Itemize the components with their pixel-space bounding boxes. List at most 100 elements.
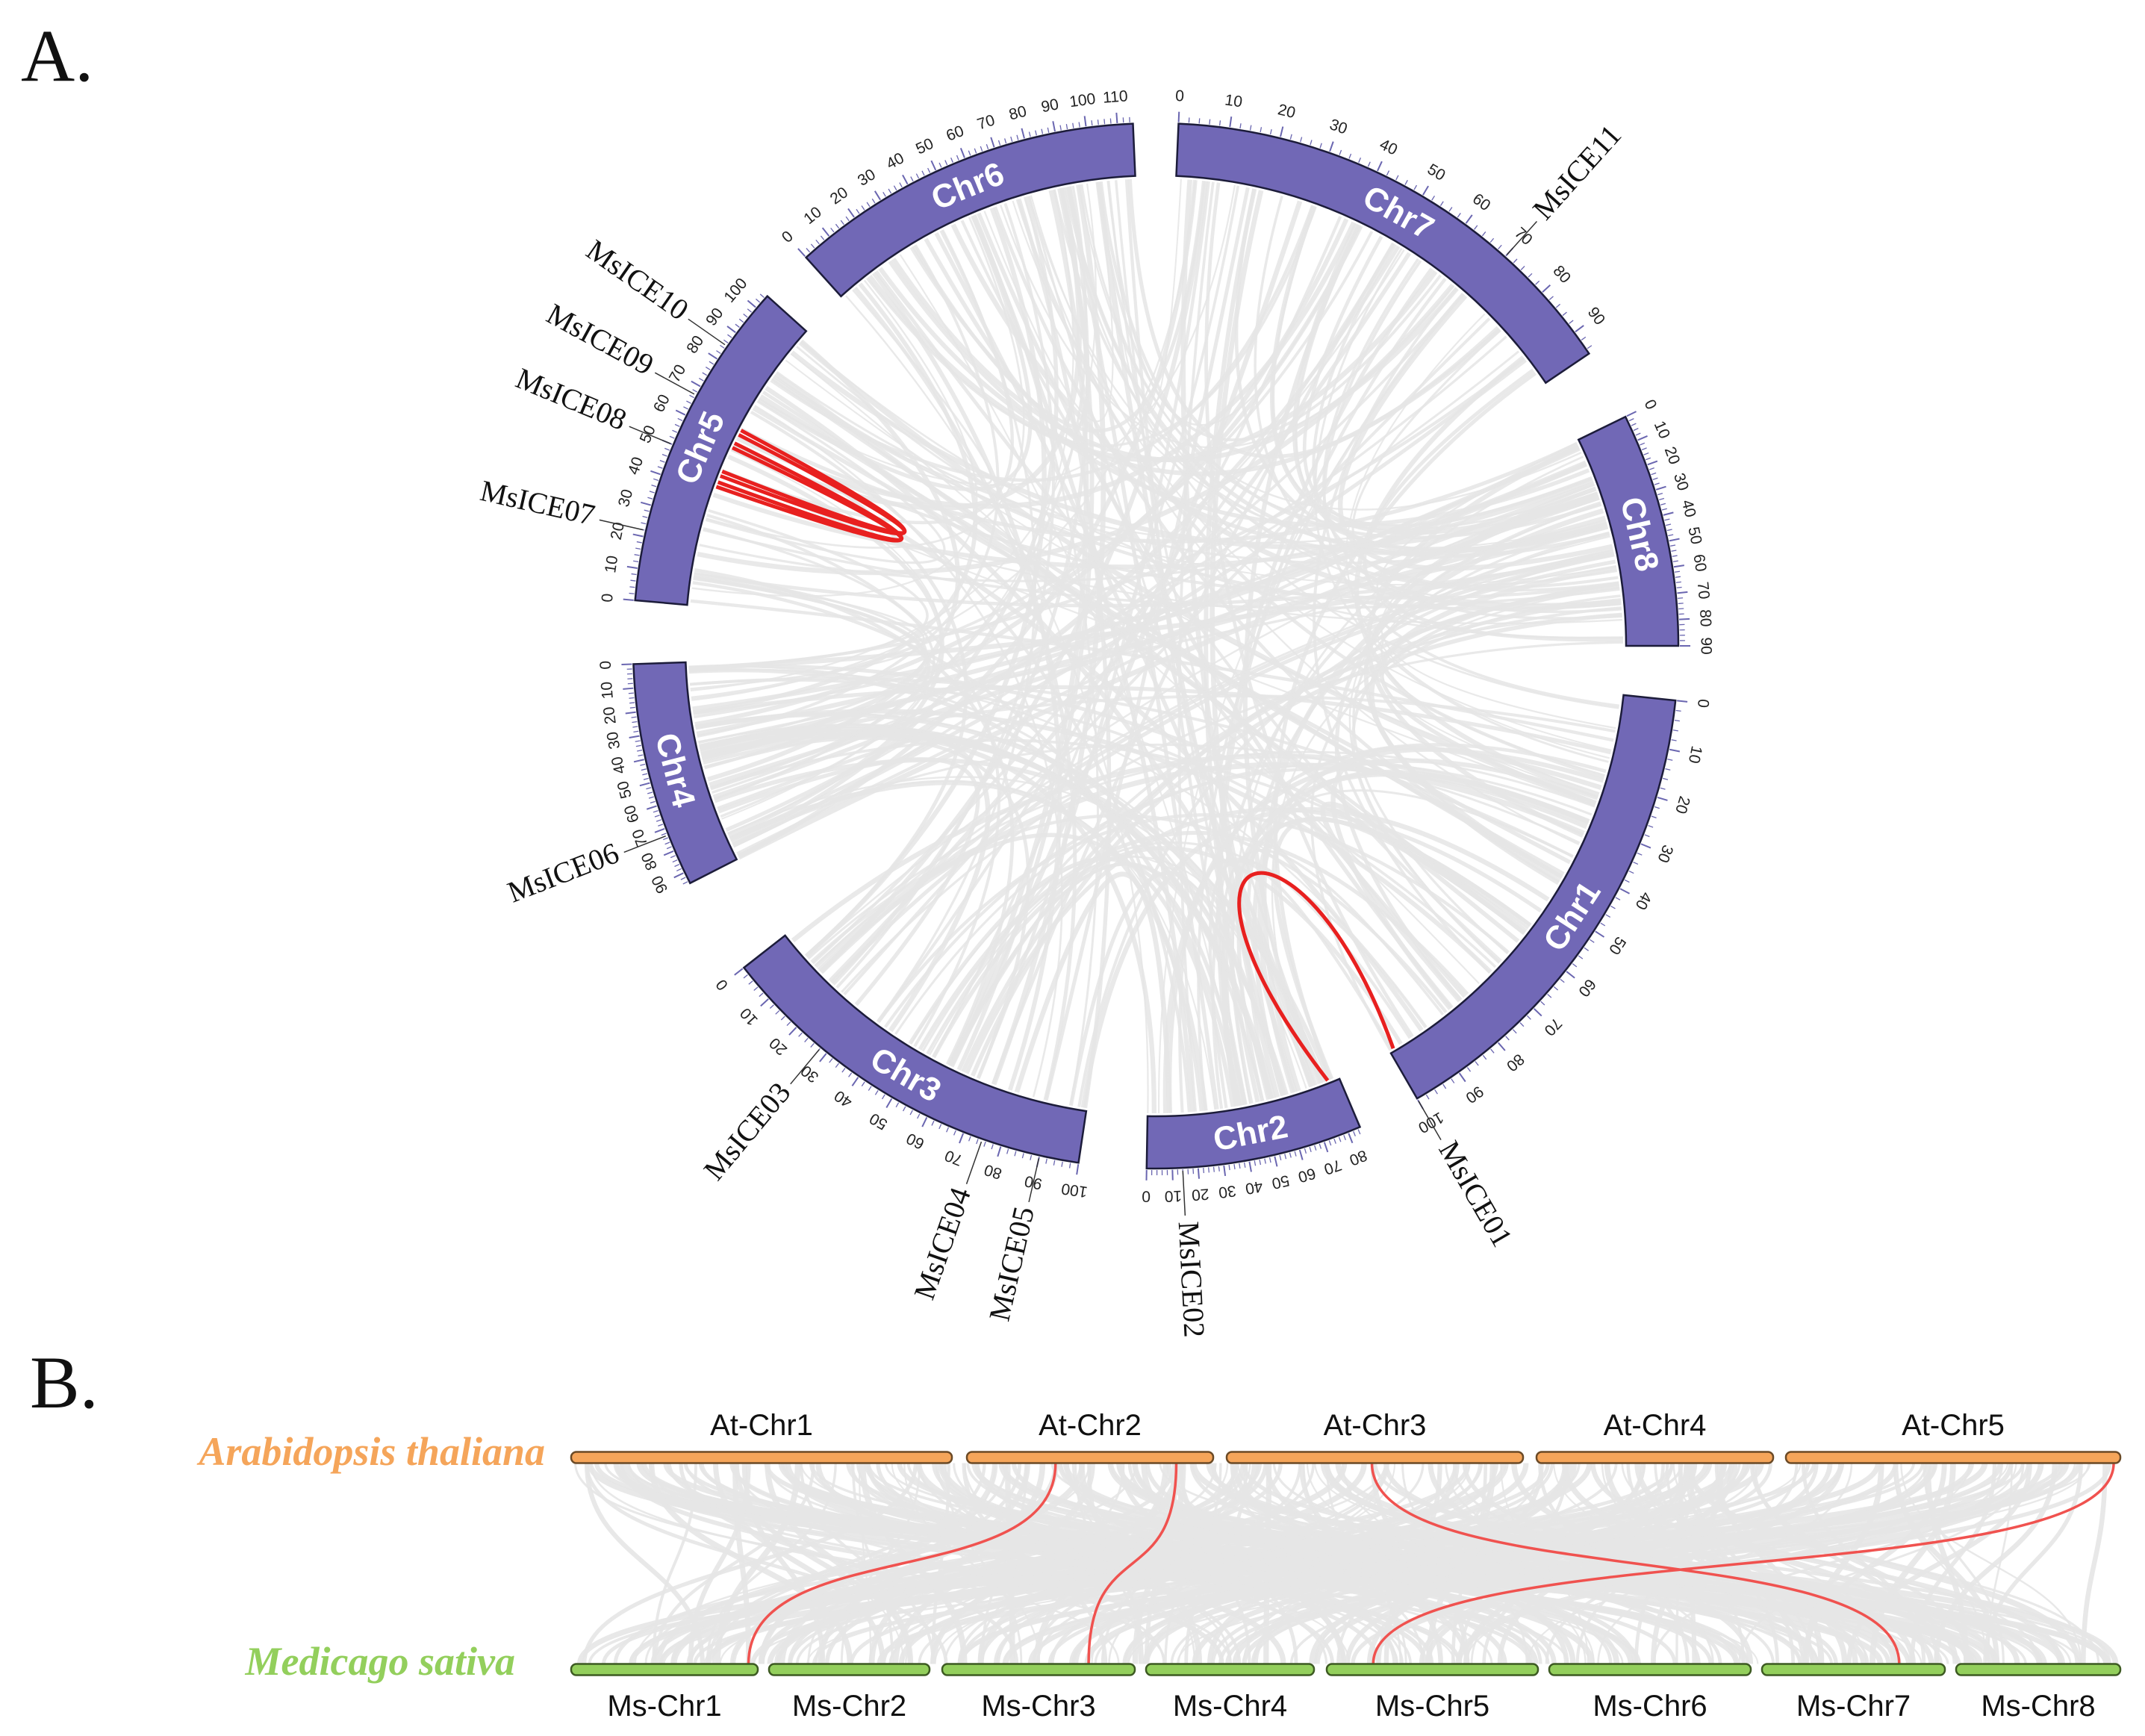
minor-tick <box>1254 1160 1257 1166</box>
minor-tick <box>636 541 642 544</box>
tick-label: 50 <box>1684 526 1705 546</box>
background-link <box>877 813 1510 1024</box>
major-tick <box>632 533 644 538</box>
minor-tick <box>658 824 664 827</box>
background-link <box>1345 313 1610 759</box>
minor-tick <box>956 155 959 161</box>
minor-tick <box>1310 140 1313 146</box>
background-link <box>735 221 1357 509</box>
background-link <box>1245 531 1610 1100</box>
minor-tick <box>631 573 637 576</box>
minor-tick <box>1006 1148 1009 1154</box>
minor-tick <box>861 1081 865 1087</box>
minor-tick <box>1218 120 1221 126</box>
minor-tick <box>1643 452 1649 455</box>
minor-tick <box>1665 768 1671 771</box>
major-tick <box>1637 435 1648 441</box>
major-tick <box>1076 1164 1080 1175</box>
minor-tick <box>641 522 647 525</box>
minor-tick <box>1078 122 1080 128</box>
major-tick <box>997 1146 1002 1157</box>
minor-tick <box>1109 118 1112 124</box>
tick-label: 20 <box>600 706 620 725</box>
minor-tick <box>1010 136 1013 143</box>
tick-label: 30 <box>1670 471 1692 493</box>
background-link <box>963 1463 1232 1664</box>
minor-tick <box>1367 161 1371 167</box>
minor-tick <box>841 1068 846 1073</box>
minor-tick <box>633 730 639 733</box>
minor-tick <box>1646 457 1651 461</box>
minor-tick <box>882 1094 885 1100</box>
background-links <box>688 178 1624 1114</box>
bottom-chromosome-bar <box>1145 1663 1316 1676</box>
minor-tick <box>1475 1061 1479 1066</box>
tick-label: 40 <box>1678 498 1699 519</box>
background-link <box>1107 181 1324 1083</box>
minor-tick <box>786 1021 791 1027</box>
minor-tick <box>1657 492 1663 496</box>
background-link <box>1601 1463 1808 1664</box>
species-bottom-label: Medicago sativa <box>245 1639 515 1684</box>
tick-label: 70 <box>1321 1156 1344 1177</box>
minor-tick <box>991 1144 994 1150</box>
bottom-chromosome-label: Ms-Chr7 <box>1796 1690 1911 1723</box>
minor-tick <box>720 344 725 349</box>
gene-label: MsICE02 <box>1172 1221 1212 1339</box>
top-chromosome-bar <box>570 1451 953 1464</box>
tick-label: 60 <box>1690 553 1709 573</box>
major-tick <box>1274 1156 1278 1167</box>
minor-tick <box>1053 1160 1056 1166</box>
minor-tick <box>1590 939 1595 943</box>
background-link <box>1310 594 1621 1051</box>
chromosome-band <box>742 934 1088 1164</box>
minor-tick <box>630 579 636 582</box>
major-tick <box>1458 1072 1466 1083</box>
minor-tick <box>698 377 704 382</box>
background-link <box>690 183 1097 691</box>
minor-tick <box>1648 824 1654 828</box>
background-link <box>692 282 978 715</box>
minor-tick <box>672 859 678 863</box>
minor-tick <box>1289 134 1292 140</box>
background-link <box>1322 260 1620 708</box>
major-tick <box>760 998 769 1007</box>
minor-tick <box>868 1086 872 1091</box>
minor-tick <box>1314 1145 1317 1151</box>
background-link <box>947 190 1089 1067</box>
minor-tick <box>888 188 892 194</box>
bottom-chromosome-bar <box>570 1663 759 1676</box>
minor-tick <box>627 682 633 685</box>
major-tick <box>1673 564 1684 568</box>
tick-label: 60 <box>650 392 673 415</box>
tick-label: 0 <box>1175 87 1185 105</box>
major-tick <box>663 850 674 856</box>
minor-tick <box>628 692 634 694</box>
minor-tick <box>1664 518 1670 521</box>
tick-label: 20 <box>827 184 851 208</box>
background-link <box>876 1463 1380 1664</box>
background-link <box>776 371 1608 564</box>
minor-tick <box>629 586 635 588</box>
minor-tick <box>1666 529 1672 532</box>
minor-tick <box>709 361 715 365</box>
minor-tick <box>661 453 667 457</box>
background-link <box>859 1463 968 1664</box>
minor-tick <box>1353 1130 1356 1136</box>
minor-tick <box>1233 1164 1236 1170</box>
background-link <box>871 272 1062 1091</box>
minor-tick <box>917 1113 921 1119</box>
minor-tick <box>653 478 659 482</box>
gene-marker <box>1506 221 1537 255</box>
background-link <box>1192 1463 1734 1664</box>
major-tick <box>819 1053 827 1063</box>
minor-tick <box>1442 1083 1447 1089</box>
minor-tick <box>1386 170 1390 176</box>
background-link <box>1626 1463 1805 1664</box>
minor-tick <box>1498 244 1502 249</box>
minor-tick <box>1670 544 1676 547</box>
background-link <box>1003 1463 2082 1664</box>
gene-marker <box>965 1141 983 1184</box>
minor-tick <box>1413 184 1418 190</box>
